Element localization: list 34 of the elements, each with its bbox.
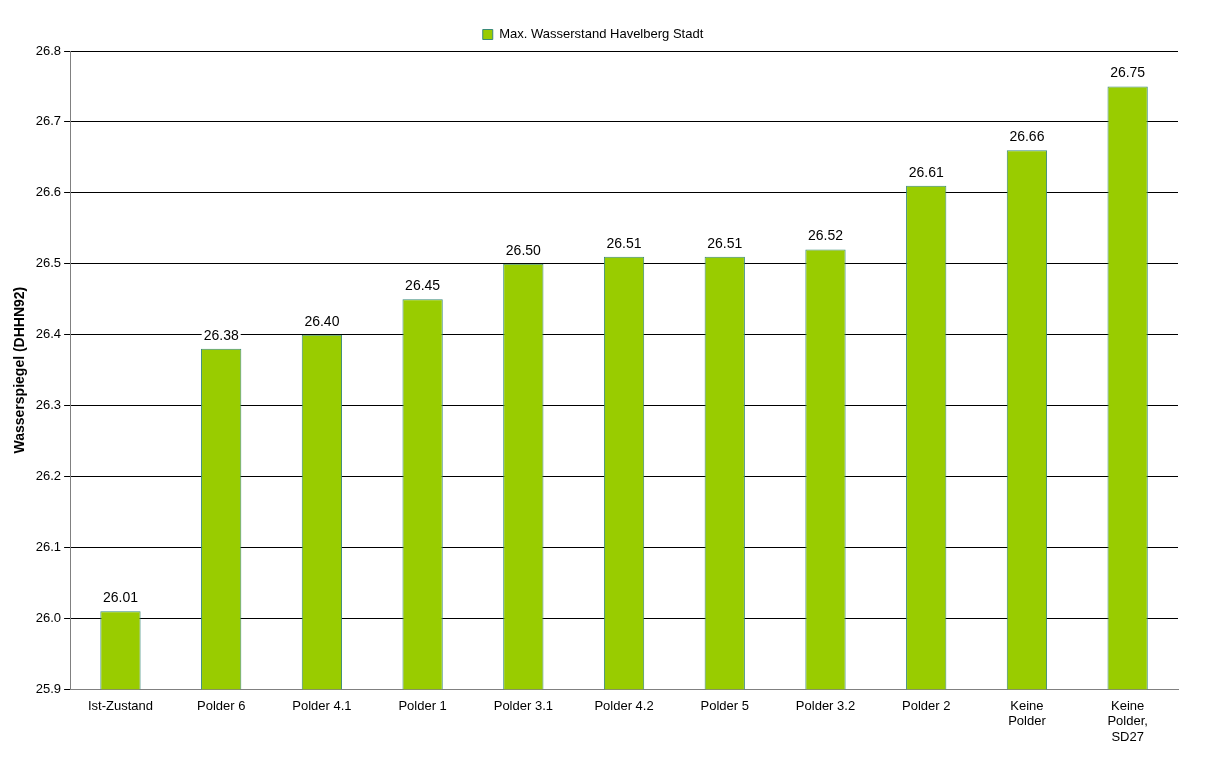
x-tick-label: Polder 2 — [901, 697, 951, 713]
y-tick-label: 26.1 — [35, 538, 62, 554]
y-tick-label: 26.7 — [35, 113, 62, 129]
data-label: 26.61 — [908, 163, 944, 180]
y-tick-label: 26.3 — [35, 397, 62, 413]
data-label: 26.52 — [807, 227, 844, 244]
y-axis-title: Wasserspiegel (DHHN92) — [11, 286, 28, 454]
data-label: 26.01 — [102, 589, 139, 606]
x-tick-label: Polder 6 — [196, 697, 246, 713]
legend-label: Max. Wasserstand Havelberg Stadt — [499, 26, 704, 42]
data-label: 26.51 — [707, 234, 743, 251]
y-tick-label: 26.6 — [35, 184, 62, 200]
x-tick-label: Keine Polder — [1008, 697, 1047, 729]
x-tick-label: Polder 4.2 — [594, 697, 654, 713]
data-label: 26.50 — [505, 241, 542, 258]
data-label: 26.75 — [1110, 64, 1146, 81]
x-tick-label: Polder 5 — [700, 697, 749, 713]
y-tick-label: 26.2 — [35, 468, 62, 484]
data-label: 26.66 — [1009, 128, 1045, 145]
y-tick-label: 26.5 — [35, 255, 62, 271]
y-tick-label: 26.4 — [35, 326, 62, 342]
x-tick-label: Polder 3.2 — [795, 697, 856, 713]
x-tick-label: Polder 3.1 — [493, 697, 553, 713]
y-tick-label: 26.0 — [35, 609, 62, 625]
data-label: 26.51 — [606, 234, 642, 251]
x-tick-label: Polder 1 — [398, 697, 447, 713]
x-tick-label: Keine Polder, SD27 — [1107, 697, 1148, 744]
data-label: 26.40 — [304, 312, 340, 329]
x-tick-label: Polder 4.1 — [292, 697, 352, 713]
data-label: 26.38 — [203, 326, 239, 343]
data-label: 26.45 — [405, 277, 441, 294]
y-tick-label: 26.8 — [35, 42, 62, 58]
y-tick-label: 25.9 — [35, 680, 62, 696]
x-tick-label: Ist-Zustand — [87, 697, 153, 713]
